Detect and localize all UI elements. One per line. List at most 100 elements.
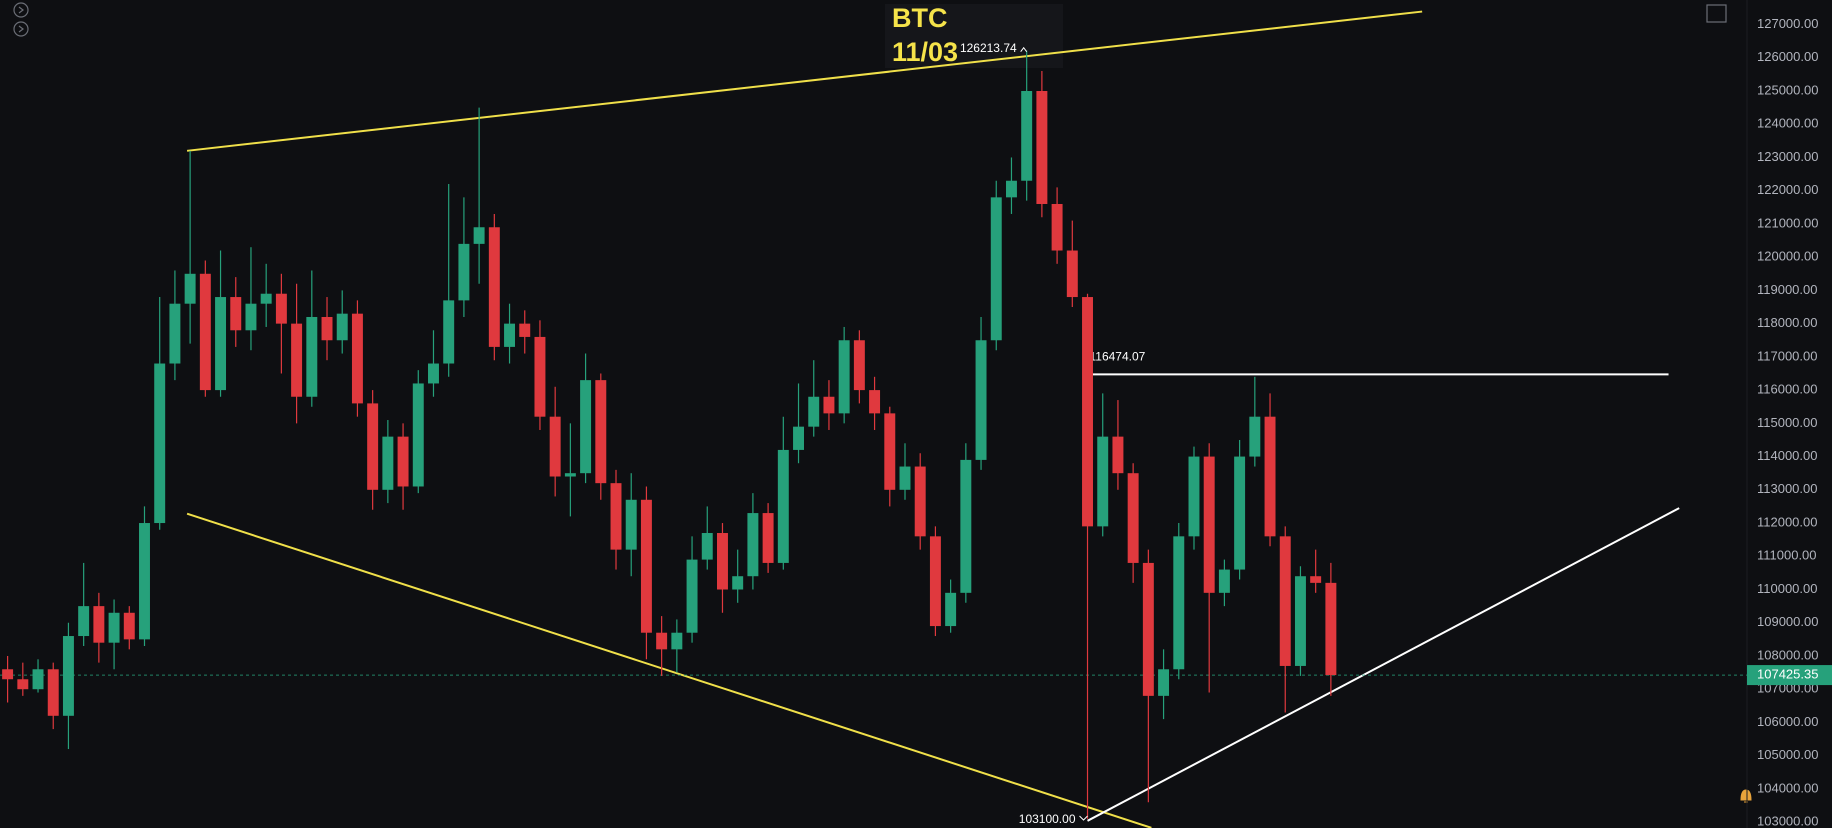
candle-body [808,396,820,427]
layout-icon[interactable] [1706,4,1727,23]
candle-body [473,227,485,244]
candle-body [549,416,561,477]
y-tick-label: 125000.00 [1757,82,1818,97]
candle-body [793,426,805,450]
candle-body [914,466,926,537]
y-tick-label: 112000.00 [1757,514,1818,529]
nav-icon-arrow [18,6,24,14]
alert-icon[interactable] [1740,789,1752,803]
candle-body [823,396,835,414]
nav-icon[interactable] [13,21,29,37]
candle-body [139,523,150,640]
y-tick-label: 115000.00 [1757,415,1818,430]
y-tick-label: 126000.00 [1757,49,1818,64]
candle-body [625,499,637,550]
candle-body [1066,250,1078,298]
candle-body [93,606,105,643]
candle-body [960,459,972,593]
candle-body [595,380,607,484]
candle-body [1188,456,1200,537]
candle-body [245,303,257,331]
candle-body [701,533,713,560]
candle-body [428,363,439,384]
candle-body [777,449,789,563]
candle-body [671,632,683,650]
candle-body [230,297,242,331]
candle-body [1127,473,1139,563]
candle-body [534,336,546,417]
last-price-badge [1747,665,1832,686]
candle-body [1279,536,1291,666]
candle-body [732,576,744,590]
candle-body [1325,582,1337,676]
candle-body [443,300,455,364]
y-tick-label: 124000.00 [1757,116,1818,131]
y-tick-label: 109000.00 [1757,614,1818,629]
last-price-label: 107425.35 [1757,667,1818,682]
y-tick-label: 105000.00 [1757,747,1818,762]
candle-body [169,303,181,364]
candle-body [199,273,211,391]
candle-body [397,436,409,487]
candle-body [519,323,531,337]
high-marker [1020,46,1028,52]
candle-body [884,413,896,490]
candle-body [1203,456,1215,593]
y-tick-label: 122000.00 [1757,182,1818,197]
candle-body [215,297,227,391]
chart-title: BTC [892,3,948,33]
candle-body [17,679,29,690]
candle-body [1173,536,1185,670]
y-tick-label: 120000.00 [1757,249,1818,264]
trendline [186,512,1152,828]
candle-body [1234,456,1246,570]
y-tick-label: 104000.00 [1757,780,1818,795]
low-marker [1079,815,1088,821]
candle-body [869,390,881,414]
candle-body [306,316,318,397]
candle-body [412,383,424,487]
candle-body [351,313,363,404]
y-tick-label: 116000.00 [1757,382,1818,397]
candle-body [975,340,987,460]
candle-body [321,316,333,341]
candle-body [1082,297,1093,527]
candle-body [747,513,759,577]
candle-body [382,436,394,490]
y-tick-label: 113000.00 [1757,481,1818,496]
candle-body [945,592,957,627]
candle-body [838,340,850,414]
candle-body [580,380,592,474]
candle-body [336,313,348,341]
candle-body [2,669,14,680]
y-tick-label: 103000.00 [1757,814,1818,828]
candle-body [656,632,668,650]
candle-body [1051,203,1063,251]
nav-icon[interactable] [13,2,29,18]
candle-body [123,612,135,640]
y-tick-label: 121000.00 [1757,215,1818,230]
candle-body [1097,436,1109,527]
chart-subtitle: 11/03 [892,37,958,67]
candle-body [853,340,865,391]
candle-body [990,197,1002,341]
y-tick-label: 118000.00 [1757,315,1818,330]
candle-body [1310,576,1322,583]
candle-body [1294,576,1306,666]
y-tick-label: 108000.00 [1757,647,1818,662]
candle-body [1112,436,1124,474]
candle-body [686,559,698,633]
candle-body [899,466,911,490]
high-label: 126213.74 [960,41,1017,55]
candle-body [1264,416,1276,537]
y-tick-label: 123000.00 [1757,149,1818,164]
candle-body [1249,416,1261,457]
candle-body [184,273,196,304]
candle-body [762,513,774,563]
candle-body [564,473,576,477]
candle-body [488,227,500,347]
trendline [1087,507,1680,822]
candle-body [275,293,287,324]
y-tick-label: 110000.00 [1757,581,1818,596]
